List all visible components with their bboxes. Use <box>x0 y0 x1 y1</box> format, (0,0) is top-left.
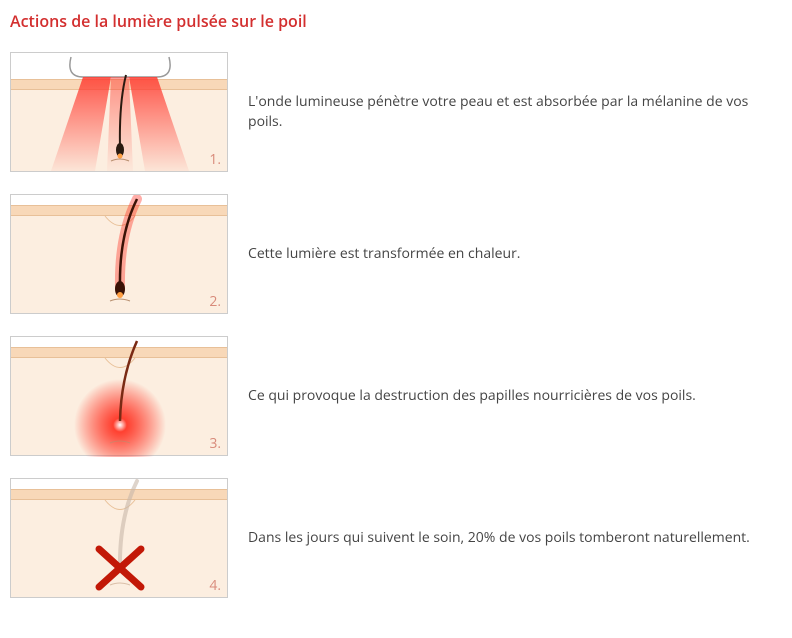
step-caption: Cette lumière est transformée en chaleur… <box>248 244 520 264</box>
step-number: 3. <box>209 434 221 453</box>
step-number: 2. <box>209 292 221 311</box>
step-illustration-3: 3. <box>10 336 228 456</box>
step-number: 1. <box>209 150 221 169</box>
step-row: 2. Cette lumière est transformée en chal… <box>10 194 782 314</box>
step-row: 4. Dans les jours qui suivent le soin, 2… <box>10 478 782 598</box>
step-illustration-4: 4. <box>10 478 228 598</box>
step-number: 4. <box>209 576 221 595</box>
step-row: 3. Ce qui provoque la destruction des pa… <box>10 336 782 456</box>
step-caption: L'onde lumineuse pénètre votre peau et e… <box>248 92 782 131</box>
step-illustration-2: 2. <box>10 194 228 314</box>
step-caption: Ce qui provoque la destruction des papil… <box>248 386 696 406</box>
step-caption: Dans les jours qui suivent le soin, 20% … <box>248 528 750 548</box>
page-title: Actions de la lumière pulsée sur le poil <box>10 10 782 32</box>
step-illustration-1: 1. <box>10 52 228 172</box>
step-row: 1. L'onde lumineuse pénètre votre peau e… <box>10 52 782 172</box>
